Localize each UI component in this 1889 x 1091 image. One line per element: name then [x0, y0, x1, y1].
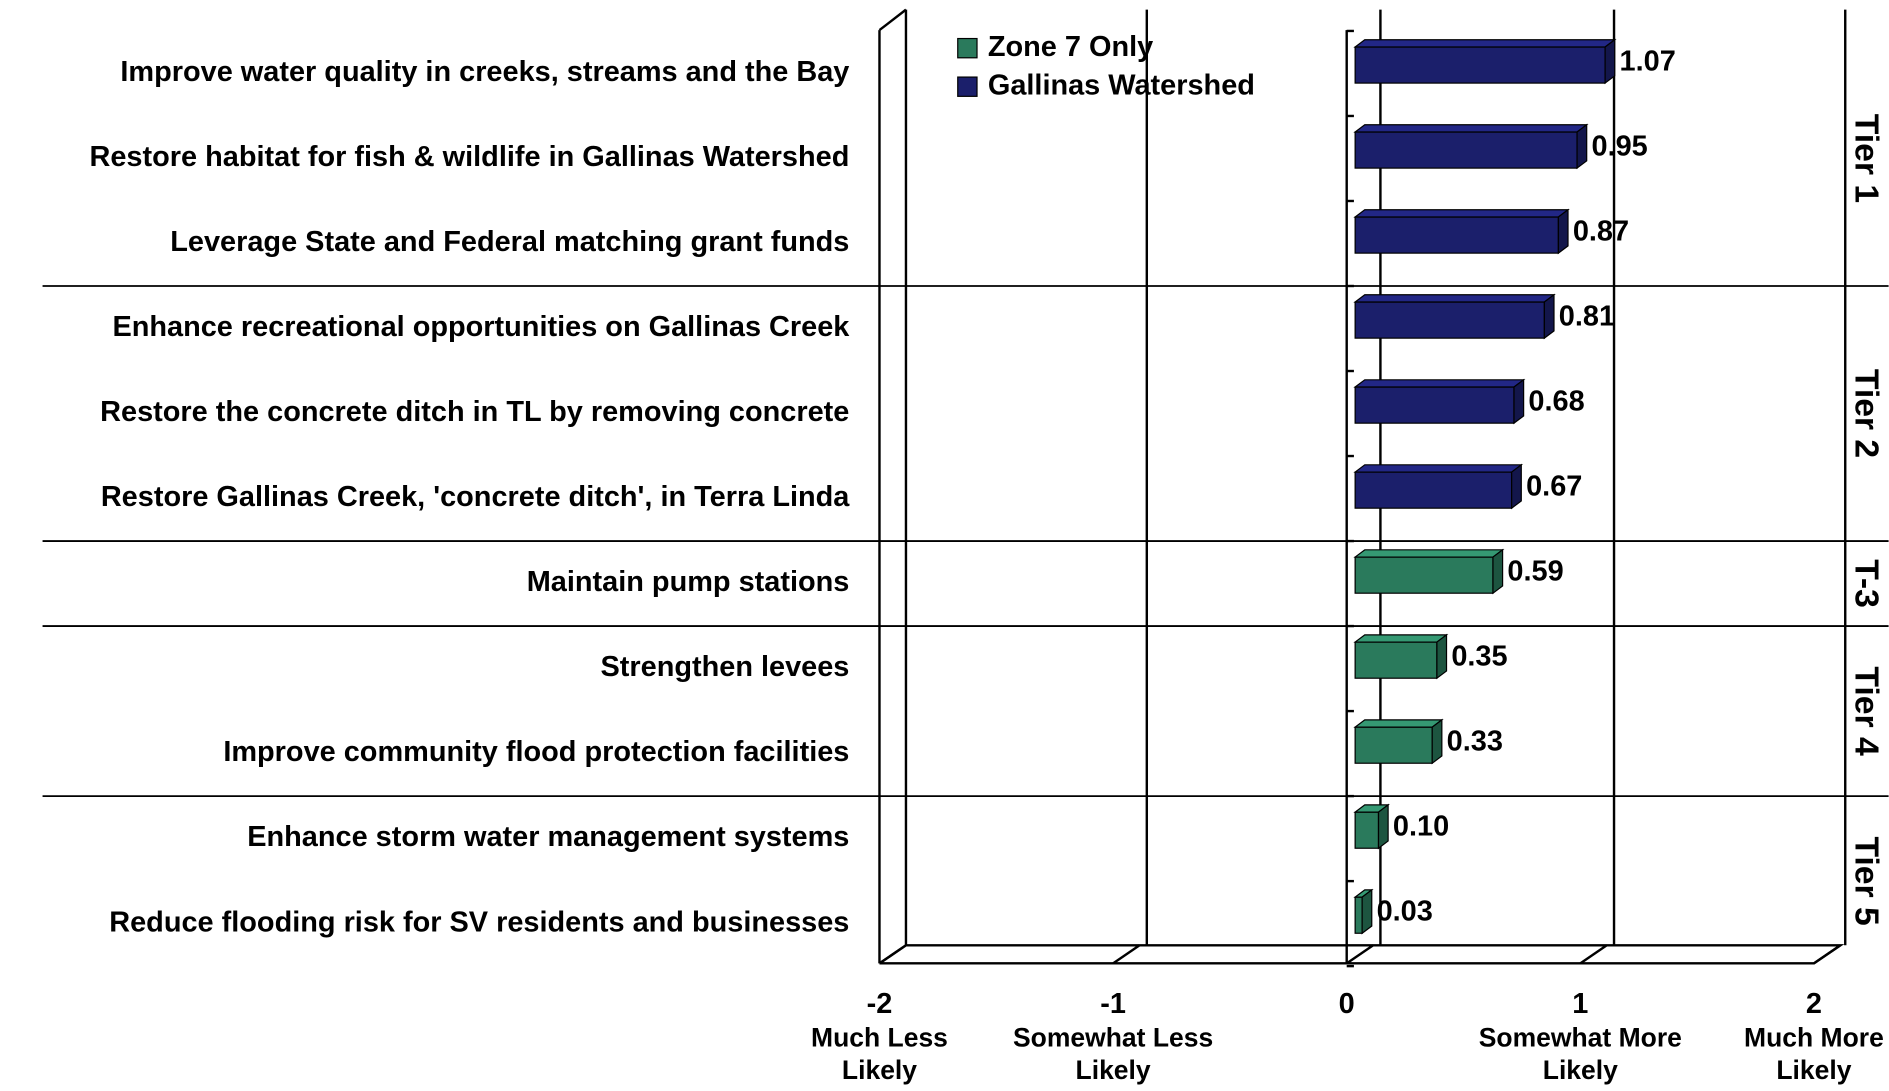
- value-label: 0.68: [1528, 385, 1584, 417]
- category-label: Restore the concrete ditch in TL by remo…: [100, 396, 849, 428]
- category-label: Restore habitat for fish & wildlife in G…: [90, 141, 850, 173]
- bar-side: [1377, 803, 1389, 850]
- bar-side: [1511, 463, 1522, 510]
- category-label: Leverage State and Federal matching gran…: [170, 226, 849, 258]
- bar-top: [1353, 294, 1556, 303]
- bar-top: [1353, 209, 1570, 218]
- bar: [1354, 216, 1559, 254]
- bar-side: [1431, 718, 1443, 765]
- bar-side: [1436, 633, 1448, 680]
- bar-top: [1353, 39, 1617, 48]
- bar-top: [1353, 464, 1524, 473]
- value-label: 0.87: [1573, 215, 1629, 247]
- value-label: 0.59: [1507, 555, 1563, 587]
- bar: [1354, 46, 1606, 84]
- category-label: Enhance storm water management systems: [247, 821, 849, 853]
- x-tick-description: Much More Likely: [1744, 1022, 1884, 1085]
- bar-side: [1557, 208, 1569, 255]
- tier-label: Tier 1: [1848, 114, 1886, 203]
- x-tick-description: Much Less Likely: [811, 1022, 948, 1085]
- x-tick-description-box: Somewhat More Likely: [1478, 1022, 1682, 1085]
- x-tick-description-box: Somewhat Less Likely: [1012, 1022, 1214, 1085]
- value-label: 0.81: [1559, 300, 1615, 332]
- bar-top: [1353, 719, 1444, 728]
- x-tick-description-box: Much Less Likely: [811, 1022, 948, 1085]
- value-label: 0.33: [1447, 725, 1503, 757]
- bar-side: [1492, 548, 1504, 595]
- value-label: 0.95: [1592, 130, 1648, 162]
- bar-top: [1353, 124, 1589, 133]
- category-label: Enhance recreational opportunities on Ga…: [112, 311, 850, 343]
- value-label: 0.10: [1393, 810, 1449, 842]
- bar-top: [1353, 549, 1505, 558]
- tier-label: Tier 5: [1848, 836, 1886, 925]
- bar: [1354, 556, 1494, 594]
- bar: [1354, 386, 1515, 424]
- value-label: 0.67: [1526, 470, 1582, 502]
- legend-label: Gallinas Watershed: [988, 69, 1255, 101]
- bar: [1354, 726, 1433, 764]
- bar: [1354, 641, 1438, 679]
- category-label: Reduce flooding risk for SV residents an…: [109, 906, 849, 938]
- tick-mark: [878, 944, 907, 965]
- bar: [1354, 896, 1363, 934]
- legend-swatch: [957, 76, 978, 97]
- bar: [1354, 131, 1578, 169]
- value-label: 0.03: [1377, 895, 1433, 927]
- x-tick-label: -1: [1100, 988, 1126, 1020]
- bar: [1354, 471, 1513, 509]
- tier-label: Tier 4: [1848, 666, 1886, 756]
- tick-mark: [1346, 944, 1374, 965]
- bar: [1354, 301, 1545, 339]
- tier-label: Tier 2: [1848, 369, 1886, 458]
- bar: [1354, 811, 1380, 849]
- bar-side: [1543, 293, 1555, 340]
- category-label: Improve water quality in creeks, streams…: [120, 56, 849, 88]
- x-tick-label: 0: [1339, 988, 1355, 1020]
- value-label: 0.35: [1451, 640, 1507, 672]
- bar-side: [1604, 38, 1616, 85]
- tick-mark: [1813, 944, 1842, 965]
- x-tick-label: -2: [867, 988, 893, 1020]
- legend-label: Zone 7 Only: [988, 31, 1153, 63]
- tick-mark: [1579, 944, 1608, 965]
- x-tick-label: 1: [1572, 988, 1588, 1020]
- bar-side: [1576, 123, 1588, 170]
- category-label: Maintain pump stations: [527, 566, 850, 598]
- x-tick-label: 2: [1806, 988, 1822, 1020]
- bar-top: [1353, 634, 1449, 643]
- bar-side: [1361, 888, 1373, 935]
- tier-label: T-3: [1848, 559, 1886, 608]
- category-label: Strengthen levees: [600, 651, 849, 683]
- x-tick-description: Somewhat Less Likely: [1012, 1022, 1214, 1085]
- x-tick-description: Somewhat More Likely: [1478, 1022, 1682, 1085]
- category-label: Improve community flood protection facil…: [223, 736, 849, 768]
- category-label: Restore Gallinas Creek, 'concrete ditch'…: [101, 481, 850, 513]
- legend-swatch: [957, 37, 978, 59]
- bar-side: [1513, 378, 1525, 425]
- tick-mark: [1112, 944, 1141, 965]
- bar-top: [1353, 379, 1526, 388]
- back-wall-top: [878, 8, 907, 32]
- x-tick-description-box: Much More Likely: [1744, 1022, 1884, 1085]
- value-label: 1.07: [1620, 45, 1676, 77]
